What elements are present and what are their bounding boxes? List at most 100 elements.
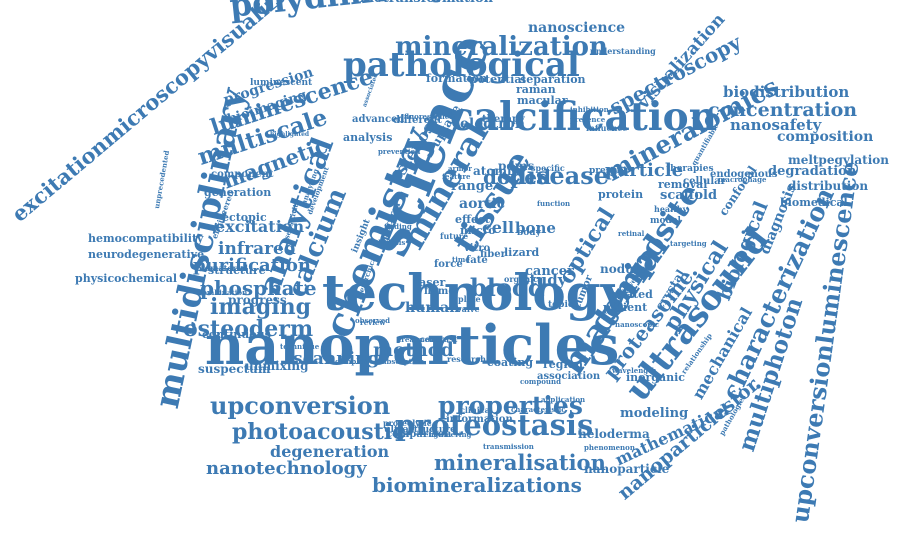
word-component: component — [211, 169, 274, 180]
word-infrared: infrared — [218, 239, 296, 259]
word-dialysis: dialysis — [376, 238, 406, 247]
word-flame: flame — [424, 286, 455, 297]
word-ultrastructure: ultrastructure — [384, 425, 456, 435]
word-presence: presence — [570, 115, 606, 124]
word-structure: structure — [208, 264, 266, 277]
word-biodistribution: biodistribution — [723, 83, 850, 101]
word-fiber: fiber — [480, 249, 506, 260]
word-wavelength: wavelength — [612, 366, 657, 375]
word-specific: specific — [531, 163, 565, 173]
word-technology: technology — [322, 263, 630, 322]
word-function: function — [537, 199, 571, 208]
word-review: review — [360, 318, 386, 327]
word-atomic: atomic — [473, 164, 519, 178]
word-compound: compound — [520, 377, 561, 386]
word-scaffold: scaffold — [660, 188, 718, 203]
word-retinal: retinal — [618, 229, 645, 238]
word-finding: finding — [384, 222, 412, 231]
word-influence: influence — [586, 123, 628, 133]
word-characteristic: characteristic — [511, 405, 566, 414]
word-contrast: contrast — [420, 334, 458, 344]
word-disease: disease — [510, 161, 610, 190]
word-inhibition: inhibition — [570, 105, 609, 114]
word-composition: composition — [777, 129, 874, 145]
word-force: force — [434, 259, 463, 270]
word-luminescent: luminescent — [250, 78, 313, 88]
word-pathological: pathological — [343, 45, 580, 85]
word-application: application — [541, 395, 586, 404]
word-inorganic: inorganic — [626, 371, 686, 384]
word-nanosafety: nanosafety — [730, 116, 822, 134]
word-neurodegenerative: neurodegenerative — [88, 248, 205, 261]
word-cellular: cellular — [683, 176, 726, 187]
word-cancer: cancer — [525, 264, 574, 279]
word-doped: doped — [483, 165, 552, 189]
word-nanoparticle: nanoparticle — [584, 462, 670, 476]
word-therapies: therapies — [666, 164, 714, 174]
word-mineralisation: mineralisation — [434, 450, 606, 475]
word-blood: blood — [470, 273, 545, 302]
word-protein: protein — [598, 188, 644, 201]
word-human: human — [405, 300, 460, 316]
word-organic: organic — [504, 274, 539, 284]
word-formation: formation — [426, 72, 488, 85]
word-region: region — [543, 358, 583, 371]
word-cell: cell — [482, 218, 515, 237]
word-body: body — [517, 228, 541, 238]
word-macrophage: macrophage — [718, 175, 767, 184]
word-study: study — [521, 271, 567, 289]
word-therapy: therapy — [482, 114, 525, 125]
word-unmixing: unmixing — [245, 359, 309, 373]
word-range: range — [451, 179, 494, 194]
word-unprecedented: unprecedented — [152, 149, 172, 210]
word-micro: micro — [460, 224, 496, 237]
word-heloderma: heloderma — [578, 427, 650, 441]
word-engineering: engineering — [424, 430, 472, 439]
word-generation: generation — [204, 186, 272, 199]
word-prevention: prevention — [378, 147, 421, 156]
word-concentration: concentration — [708, 99, 858, 121]
word-complex: complex — [335, 357, 368, 366]
word-biomaterial: biomaterial — [196, 263, 248, 273]
word-photoacoustic: photoacoustic — [232, 419, 406, 445]
word-future: future — [440, 231, 469, 241]
word-effect: effect — [455, 213, 490, 226]
word-advanced: advanced — [352, 114, 405, 125]
word-comparison: comparison — [386, 429, 452, 440]
word-association: association — [537, 371, 601, 382]
word-fluorescence: fluorescence — [404, 112, 454, 121]
word-macular: macular — [517, 94, 568, 107]
word-properties: properties — [438, 391, 583, 420]
word-phenomenon: phenomenon — [584, 443, 635, 452]
word-technique: technique — [280, 342, 320, 351]
word-calcification: calcification — [450, 94, 717, 140]
word-armor: armor — [448, 164, 472, 173]
word-nanoscopic: nanoscopic — [615, 320, 660, 329]
word-aortic: aortic — [459, 196, 506, 212]
word-electron: electron — [460, 116, 526, 132]
word-vitro: vitro — [464, 243, 491, 254]
word-valve: valve — [457, 304, 480, 314]
word-treatment: treatment — [398, 335, 438, 344]
word-nanotechnology: nanotechnology — [206, 458, 367, 479]
word-plate: plate — [458, 294, 481, 304]
word-targeting: targeting — [670, 239, 707, 248]
word-potential: potential — [470, 73, 526, 86]
word-meltpegylation: meltpegylation — [788, 153, 889, 167]
word-modeling: modeling — [620, 406, 689, 421]
word-feature: feature — [442, 172, 471, 181]
word-different: different — [393, 115, 442, 126]
word-understanding: understanding — [590, 46, 656, 56]
word-transmission: transmission — [483, 442, 534, 451]
word-topic: topic — [548, 300, 574, 310]
word-physicochemical: physicochemical — [75, 272, 178, 285]
word-separation: separation — [520, 73, 586, 86]
word-particle: particle — [605, 160, 684, 181]
word-raman: raman — [516, 83, 556, 96]
word-clinical: clinical — [460, 405, 493, 415]
word-biomineralizations: biomineralizations — [372, 473, 582, 497]
word-related: related — [609, 288, 653, 301]
word-degeneration: degeneration — [270, 442, 390, 461]
word-healthy: healthy — [654, 204, 688, 214]
word-biomedical: biomedical — [780, 196, 848, 209]
